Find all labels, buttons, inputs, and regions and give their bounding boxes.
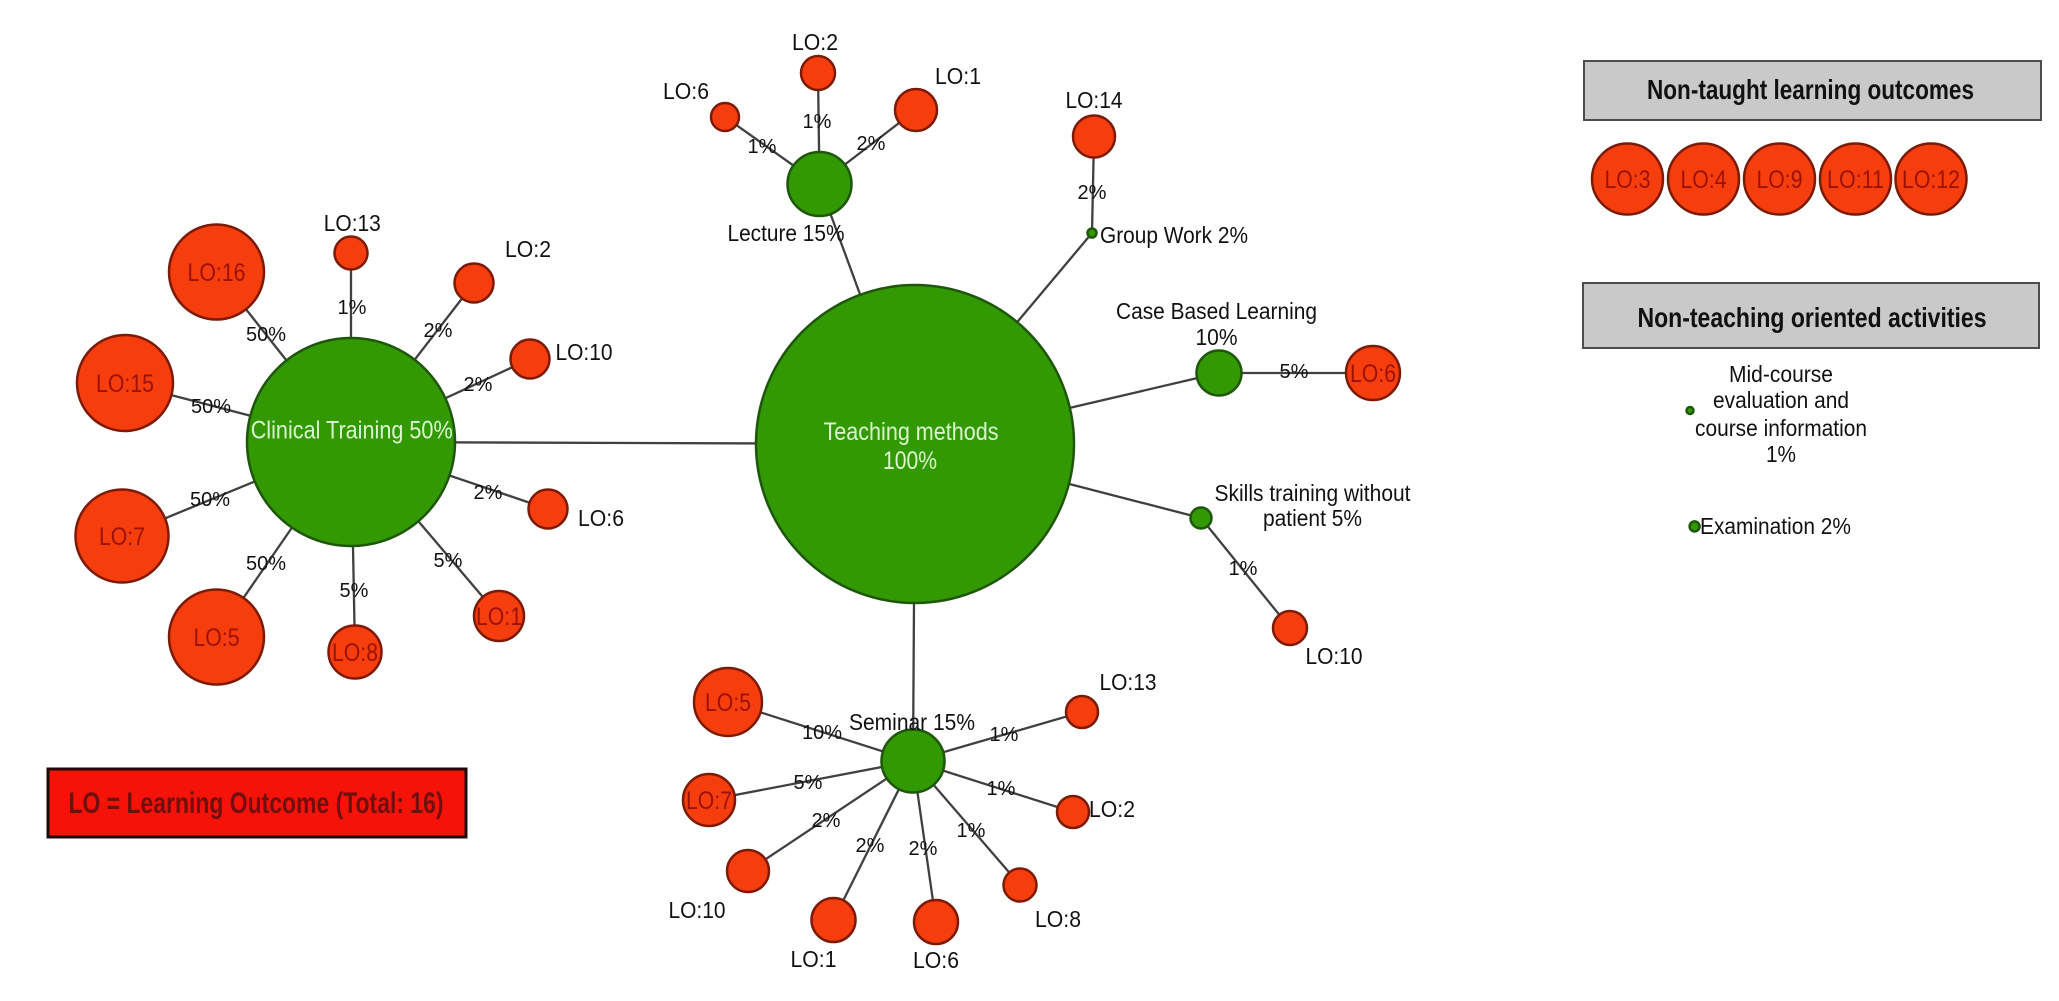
svg-text:LO:8: LO:8: [1035, 906, 1081, 932]
svg-text:1%: 1%: [803, 111, 832, 133]
svg-text:1%: 1%: [990, 724, 1019, 746]
svg-text:LO:6: LO:6: [578, 505, 624, 531]
svg-text:1%: 1%: [1766, 441, 1796, 467]
svg-text:LO:1: LO:1: [791, 946, 837, 972]
svg-text:1%: 1%: [748, 136, 777, 158]
svg-text:2%: 2%: [424, 320, 453, 342]
svg-text:LO:14: LO:14: [1066, 87, 1123, 113]
svg-text:Case Based Learning: Case Based Learning: [1116, 298, 1317, 324]
svg-text:50%: 50%: [246, 324, 286, 346]
svg-text:1%: 1%: [987, 778, 1016, 800]
svg-text:5%: 5%: [434, 550, 463, 572]
svg-text:LO:3: LO:3: [1605, 166, 1651, 194]
svg-text:50%: 50%: [191, 396, 231, 418]
svg-text:Mid-course: Mid-course: [1729, 361, 1833, 387]
svg-text:LO:11: LO:11: [1827, 166, 1884, 194]
svg-text:LO:10: LO:10: [669, 897, 726, 923]
svg-text:LO:2: LO:2: [505, 236, 551, 262]
svg-text:5%: 5%: [794, 772, 823, 794]
svg-text:Teaching methods: Teaching methods: [824, 418, 999, 446]
svg-text:LO:6: LO:6: [663, 78, 709, 104]
svg-text:LO:8: LO:8: [332, 639, 378, 667]
svg-text:LO:9: LO:9: [1757, 166, 1803, 194]
svg-text:course information: course information: [1695, 415, 1867, 441]
svg-text:2%: 2%: [812, 810, 841, 832]
svg-text:Clinical Training 50%: Clinical Training 50%: [251, 417, 453, 445]
svg-text:1%: 1%: [338, 297, 367, 319]
svg-text:Non-taught learning outcomes: Non-taught learning outcomes: [1647, 74, 1974, 105]
svg-text:Lecture 15%: Lecture 15%: [728, 220, 845, 246]
svg-text:1%: 1%: [957, 820, 986, 842]
svg-text:LO:13: LO:13: [1100, 669, 1157, 695]
svg-text:Skills training without: Skills training without: [1215, 480, 1412, 506]
svg-text:LO:10: LO:10: [556, 339, 613, 365]
svg-text:2%: 2%: [856, 835, 885, 857]
svg-text:LO:5: LO:5: [705, 689, 751, 717]
svg-text:LO:6: LO:6: [1350, 360, 1396, 388]
svg-text:2%: 2%: [1078, 182, 1107, 204]
svg-text:50%: 50%: [190, 489, 230, 511]
svg-text:10%: 10%: [1196, 324, 1238, 350]
svg-text:evaluation and: evaluation and: [1713, 387, 1849, 413]
svg-text:Group Work 2%: Group Work 2%: [1100, 222, 1248, 248]
svg-text:LO:1: LO:1: [476, 603, 522, 631]
svg-text:1%: 1%: [1229, 558, 1258, 580]
svg-text:LO:16: LO:16: [188, 259, 246, 287]
svg-text:LO:6: LO:6: [913, 947, 959, 973]
svg-text:100%: 100%: [883, 447, 937, 475]
svg-text:LO:7: LO:7: [686, 787, 732, 815]
svg-text:LO:13: LO:13: [324, 210, 381, 236]
svg-text:LO:4: LO:4: [1681, 166, 1727, 194]
svg-text:2%: 2%: [474, 482, 503, 504]
svg-text:10%: 10%: [802, 722, 842, 744]
svg-text:LO:10: LO:10: [1306, 643, 1363, 669]
svg-text:LO:5: LO:5: [194, 624, 240, 652]
svg-text:5%: 5%: [1280, 361, 1309, 383]
svg-text:LO:7: LO:7: [99, 523, 145, 551]
svg-text:5%: 5%: [340, 580, 369, 602]
svg-text:2%: 2%: [857, 133, 886, 155]
svg-text:Non-teaching oriented activiti: Non-teaching oriented activities: [1638, 302, 1987, 333]
svg-text:LO:2: LO:2: [792, 29, 838, 55]
svg-text:LO = Learning Outcome (Total:: LO = Learning Outcome (Total: 16): [69, 787, 444, 820]
svg-text:LO:1: LO:1: [935, 63, 981, 89]
svg-text:LO:12: LO:12: [1902, 166, 1960, 194]
svg-text:Seminar 15%: Seminar 15%: [849, 709, 975, 735]
svg-text:LO:2: LO:2: [1089, 796, 1135, 822]
svg-text:Examination 2%: Examination 2%: [1700, 513, 1851, 539]
svg-text:LO:15: LO:15: [96, 370, 154, 398]
svg-text:2%: 2%: [464, 374, 493, 396]
svg-text:50%: 50%: [246, 553, 286, 575]
svg-text:patient 5%: patient 5%: [1263, 505, 1362, 531]
svg-text:2%: 2%: [909, 838, 938, 860]
